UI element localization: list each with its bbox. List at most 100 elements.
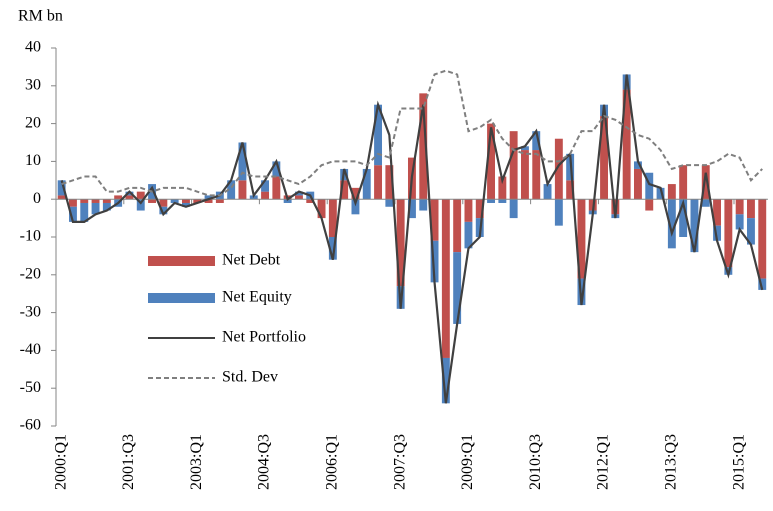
- bar: [91, 199, 100, 203]
- legend-label: Net Portfolio: [222, 329, 306, 346]
- bar: [215, 199, 224, 203]
- y-axis-title: RM bn: [18, 8, 63, 25]
- bar: [204, 199, 213, 203]
- x-tick-label: 2013:Q3: [663, 434, 680, 490]
- y-tick-label: -20: [20, 265, 41, 282]
- bar: [498, 176, 507, 200]
- bar: [306, 199, 315, 203]
- bar: [294, 191, 303, 196]
- bar: [724, 199, 733, 268]
- bar: [91, 202, 100, 215]
- bar: [746, 218, 755, 245]
- bar: [735, 214, 744, 230]
- bar: [340, 180, 349, 200]
- bar: [735, 199, 744, 215]
- bar: [68, 199, 77, 207]
- bar: [249, 195, 258, 200]
- y-tick-label: 40: [25, 39, 41, 56]
- bar: [136, 199, 145, 211]
- bar: [159, 199, 168, 207]
- bar: [600, 116, 609, 200]
- bar: [509, 131, 518, 200]
- bar: [554, 138, 563, 200]
- bar: [475, 199, 484, 219]
- bar: [532, 150, 541, 200]
- bar: [520, 150, 529, 200]
- x-tick-label: 2000:Q1: [52, 434, 69, 490]
- bar: [487, 199, 496, 203]
- bar: [181, 202, 190, 207]
- bar: [554, 199, 563, 226]
- bar: [57, 180, 66, 196]
- bar: [679, 199, 688, 237]
- bar: [193, 199, 202, 203]
- bar: [125, 195, 134, 200]
- bar: [690, 199, 699, 253]
- bar: [622, 89, 631, 200]
- bar: [464, 221, 473, 249]
- bar: [746, 199, 755, 219]
- bar: [645, 172, 654, 200]
- bar: [713, 225, 722, 241]
- bar: [114, 195, 123, 200]
- bar: [351, 187, 360, 200]
- bar: [80, 199, 89, 203]
- bar: [701, 165, 710, 200]
- bar: [667, 199, 676, 249]
- x-tick-label: 2004:Q3: [256, 434, 273, 490]
- bar: [566, 180, 575, 200]
- bar: [441, 357, 450, 404]
- bar: [419, 93, 428, 200]
- x-tick-label: 2001:Q3: [120, 434, 137, 490]
- legend-swatch: [148, 293, 215, 303]
- y-tick-label: -50: [20, 379, 41, 396]
- x-tick-label: 2006:Q1: [324, 434, 341, 490]
- bar: [713, 199, 722, 226]
- bar: [667, 184, 676, 200]
- bar: [159, 206, 168, 215]
- bar: [419, 199, 428, 211]
- bar: [272, 176, 281, 200]
- bar: [633, 168, 642, 200]
- bar: [102, 202, 111, 211]
- bar: [125, 191, 134, 196]
- bar: [238, 142, 247, 181]
- x-tick-label: 2010:Q3: [527, 434, 544, 490]
- legend-label: Net Equity: [222, 289, 292, 306]
- y-tick-label: -10: [20, 228, 41, 245]
- y-tick-label: 0: [33, 190, 41, 207]
- bar: [272, 161, 281, 177]
- legend-label: Std. Dev: [222, 369, 278, 386]
- bar: [374, 165, 383, 200]
- bar: [227, 180, 236, 200]
- x-tick-label: 2007:Q3: [391, 434, 408, 490]
- bar: [204, 195, 213, 200]
- bar: [294, 195, 303, 200]
- bar: [385, 199, 394, 207]
- y-tick-label: -30: [20, 303, 41, 320]
- bar: [633, 161, 642, 169]
- bar: [148, 199, 157, 203]
- bar: [453, 252, 462, 324]
- bar: [758, 199, 767, 279]
- bar: [509, 199, 518, 219]
- bar: [170, 199, 179, 203]
- bar: [407, 199, 416, 219]
- bar: [396, 199, 405, 287]
- bar: [464, 199, 473, 222]
- bar: [181, 199, 190, 203]
- y-tick-label: 10: [25, 152, 41, 169]
- legend-swatch: [148, 256, 215, 266]
- bar: [102, 199, 111, 203]
- bar: [351, 199, 360, 215]
- y-tick-label: 30: [25, 76, 41, 93]
- bar: [238, 180, 247, 200]
- bar: [453, 199, 462, 253]
- y-tick-label: -60: [20, 417, 41, 434]
- bar: [362, 168, 371, 200]
- bar: [441, 199, 450, 358]
- bar: [328, 237, 337, 260]
- bar: [577, 199, 586, 279]
- bar: [261, 191, 270, 200]
